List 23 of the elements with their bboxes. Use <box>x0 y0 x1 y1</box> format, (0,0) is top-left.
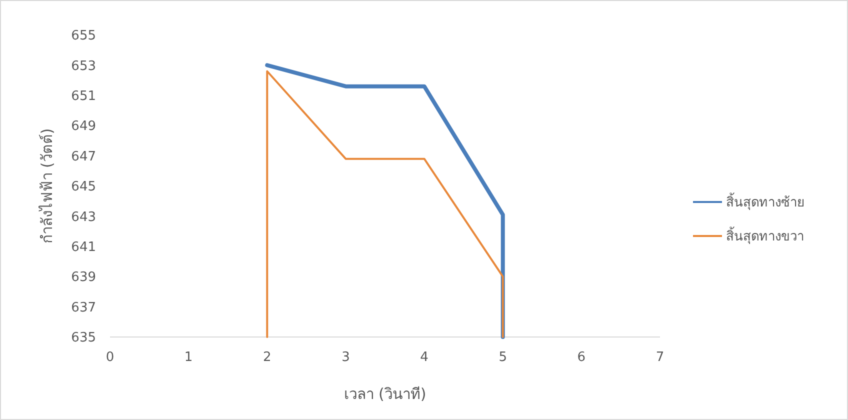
x-tick-label: 3 <box>342 350 350 365</box>
legend-label: สิ้นสุดทางขวา <box>726 226 804 245</box>
x-tick-label: 7 <box>656 350 664 365</box>
y-axis-title: กำลังไฟฟ้า (วัตต์) <box>38 128 56 244</box>
x-tick-label: 4 <box>420 350 428 365</box>
y-tick-label: 649 <box>71 119 96 134</box>
y-tick-label: 639 <box>71 270 96 286</box>
y-tick-label: 655 <box>71 28 96 44</box>
y-tick-label: 651 <box>71 88 96 104</box>
legend-label: สิ้นสุดทางซ้าย <box>726 192 805 211</box>
y-tick-label: 645 <box>71 180 96 195</box>
y-tick-label: 635 <box>71 330 96 346</box>
x-tick-label: 5 <box>498 350 507 365</box>
x-tick-label: 2 <box>263 350 272 365</box>
x-tick-label: 0 <box>106 350 114 365</box>
x-axis-title: เวลา (วินาที) <box>344 385 426 403</box>
y-tick-label: 647 <box>71 149 96 164</box>
y-tick-label: 637 <box>71 300 96 316</box>
x-tick-label: 6 <box>577 350 586 365</box>
y-tick-label: 653 <box>71 58 96 74</box>
y-tick-label: 643 <box>71 210 96 225</box>
x-tick-label: 1 <box>184 350 193 365</box>
y-tick-label: 641 <box>71 240 96 255</box>
